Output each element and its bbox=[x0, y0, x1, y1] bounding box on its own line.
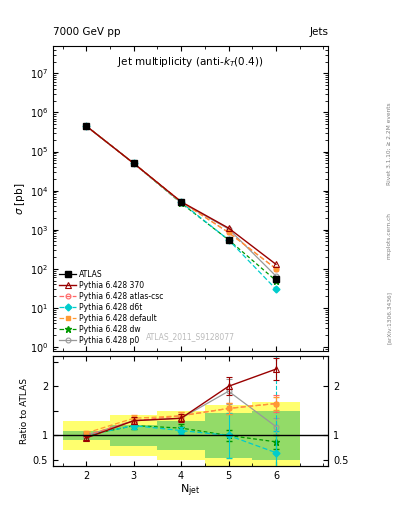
Text: Jet multiplicity (anti-$k_T$(0.4)): Jet multiplicity (anti-$k_T$(0.4)) bbox=[118, 55, 264, 69]
Text: Rivet 3.1.10; ≥ 2.2M events: Rivet 3.1.10; ≥ 2.2M events bbox=[387, 102, 391, 185]
Text: ATLAS_2011_S9128077: ATLAS_2011_S9128077 bbox=[146, 333, 235, 342]
Text: Jets: Jets bbox=[309, 27, 328, 37]
Legend: ATLAS, Pythia 6.428 370, Pythia 6.428 atlas-csc, Pythia 6.428 d6t, Pythia 6.428 : ATLAS, Pythia 6.428 370, Pythia 6.428 at… bbox=[57, 268, 166, 347]
X-axis label: N$_\mathrm{jet}$: N$_\mathrm{jet}$ bbox=[180, 482, 201, 499]
Text: mcplots.cern.ch: mcplots.cern.ch bbox=[387, 212, 391, 259]
Y-axis label: Ratio to ATLAS: Ratio to ATLAS bbox=[20, 378, 29, 444]
Text: 7000 GeV pp: 7000 GeV pp bbox=[53, 27, 121, 37]
Y-axis label: $\sigma$ [pb]: $\sigma$ [pb] bbox=[13, 182, 27, 215]
Text: [arXiv:1306.3436]: [arXiv:1306.3436] bbox=[387, 291, 391, 344]
